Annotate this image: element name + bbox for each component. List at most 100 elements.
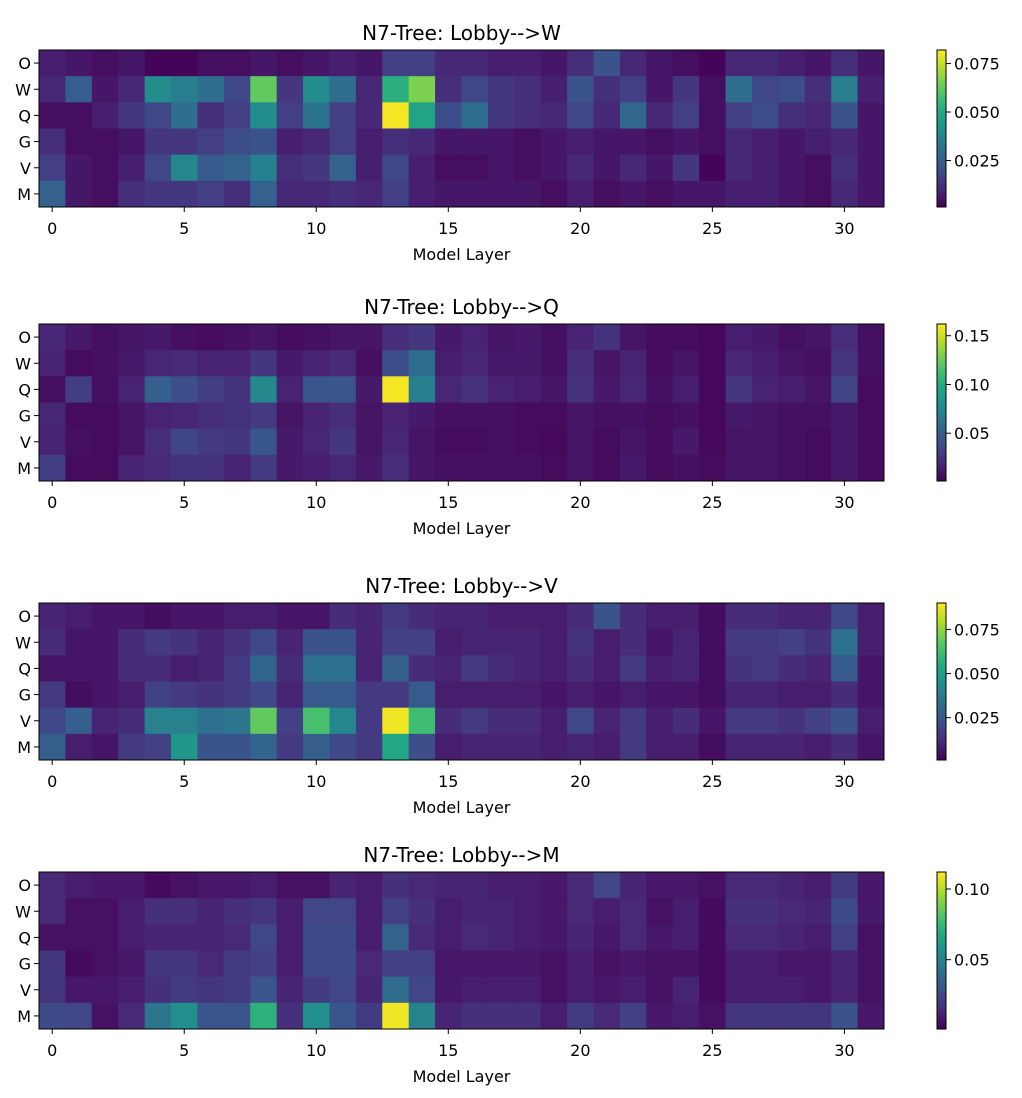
heatmap-cell (329, 50, 357, 77)
heatmap-cell (487, 102, 515, 129)
colorbar-tick-label: 0.05 (954, 424, 990, 443)
heatmap-cell (831, 629, 858, 656)
heatmap-cell (725, 454, 753, 482)
heatmap-cell (382, 180, 410, 208)
heatmap-cell (672, 976, 700, 1004)
heatmap-cell (303, 402, 330, 430)
heatmap-cell (487, 976, 515, 1004)
heatmap-cell (276, 655, 304, 682)
colorbar-gradient (936, 49, 947, 208)
heatmap-cell (303, 924, 330, 951)
plot-frame (38, 602, 885, 761)
x-tick-label: 30 (834, 772, 854, 791)
heatmap-cell (276, 898, 304, 925)
heatmap-cell (118, 324, 146, 351)
heatmap-cell (751, 707, 779, 735)
heatmap-cell (91, 324, 119, 351)
heatmap-cell (725, 924, 753, 951)
x-axis-label: Model Layer (413, 245, 511, 264)
heatmap-cell (171, 629, 198, 656)
heatmap-cell (144, 707, 172, 735)
heatmap-cell (250, 707, 278, 735)
heatmap-cell (857, 950, 885, 978)
heatmap-cell (646, 324, 674, 351)
y-tick-label: V (20, 159, 31, 178)
heatmap-cell (171, 898, 198, 925)
heatmap-cell (514, 733, 542, 761)
heatmap-cell (725, 733, 753, 761)
heatmap-cell (197, 350, 225, 377)
heatmap-cell (39, 76, 66, 103)
heatmap-cell (276, 872, 304, 899)
heatmap-cell (197, 733, 225, 761)
x-tick-label: 20 (570, 219, 590, 238)
heatmap-cell (250, 154, 278, 182)
heatmap-cell (171, 428, 198, 456)
heatmap-cell (619, 154, 647, 182)
heatmap-cell (831, 924, 858, 951)
plot-frame (38, 49, 885, 208)
heatmap-cell (171, 976, 198, 1004)
heatmap-cell (435, 76, 462, 103)
heatmap-cell (144, 898, 172, 925)
heatmap-cell (223, 128, 251, 156)
heatmap-cell (646, 50, 674, 77)
heatmap-cell (461, 102, 489, 129)
x-tick-label: 25 (702, 219, 722, 238)
chart-title: N7-Tree: Lobby-->M (363, 843, 559, 867)
heatmap-cell (567, 50, 594, 77)
heatmap-cell (355, 454, 383, 482)
heatmap-cell (619, 50, 647, 77)
heatmap-cell (197, 154, 225, 182)
heatmap-cell (276, 924, 304, 951)
x-tick-label: 15 (438, 219, 458, 238)
heatmap-cell (91, 350, 119, 377)
heatmap-cell (672, 655, 700, 682)
heatmap-cell (857, 707, 885, 735)
heatmap-cell (831, 76, 858, 103)
heatmap-cell (408, 50, 436, 77)
heatmap-cell (593, 128, 621, 156)
heatmap-cell (487, 655, 515, 682)
heatmap-cell (91, 454, 119, 482)
heatmap-cell (382, 1002, 410, 1030)
heatmap-cell (514, 603, 542, 630)
heatmap-cell (461, 376, 489, 403)
heatmap-cell (39, 180, 66, 208)
heatmap-cell (461, 50, 489, 77)
heatmap-cell (118, 102, 146, 129)
heatmap-cell (699, 681, 726, 709)
heatmap-cell (39, 402, 66, 430)
heatmap-cell (514, 872, 542, 899)
heatmap-cell (223, 655, 251, 682)
heatmap-cell (91, 180, 119, 208)
heatmap-cell (725, 872, 753, 899)
heatmap-cell (461, 402, 489, 430)
heatmap-cell (250, 898, 278, 925)
heatmap-cell (699, 454, 726, 482)
heatmap-cell (197, 681, 225, 709)
heatmap-cell (223, 180, 251, 208)
heatmap-cell (39, 733, 66, 761)
heatmap-cell (171, 733, 198, 761)
heatmap-cell (778, 872, 806, 899)
heatmap-cell (171, 154, 198, 182)
heatmap-cell (699, 428, 726, 456)
heatmap-cell (540, 180, 568, 208)
heatmap-cell (699, 50, 726, 77)
heatmap-cell (778, 50, 806, 77)
heatmap-cell (699, 733, 726, 761)
heatmap-cell (699, 102, 726, 129)
heatmap-cell (540, 350, 568, 377)
heatmap-cell (223, 707, 251, 735)
heatmap-cell (619, 376, 647, 403)
heatmap-cell (91, 428, 119, 456)
heatmap-cell (857, 629, 885, 656)
heatmap-cell (91, 102, 119, 129)
heatmap-cell (593, 454, 621, 482)
heatmap-cell (171, 681, 198, 709)
heatmap-cell (567, 655, 594, 682)
heatmap-cell (751, 976, 779, 1004)
heatmap-cell (804, 180, 832, 208)
heatmap-cell (540, 707, 568, 735)
